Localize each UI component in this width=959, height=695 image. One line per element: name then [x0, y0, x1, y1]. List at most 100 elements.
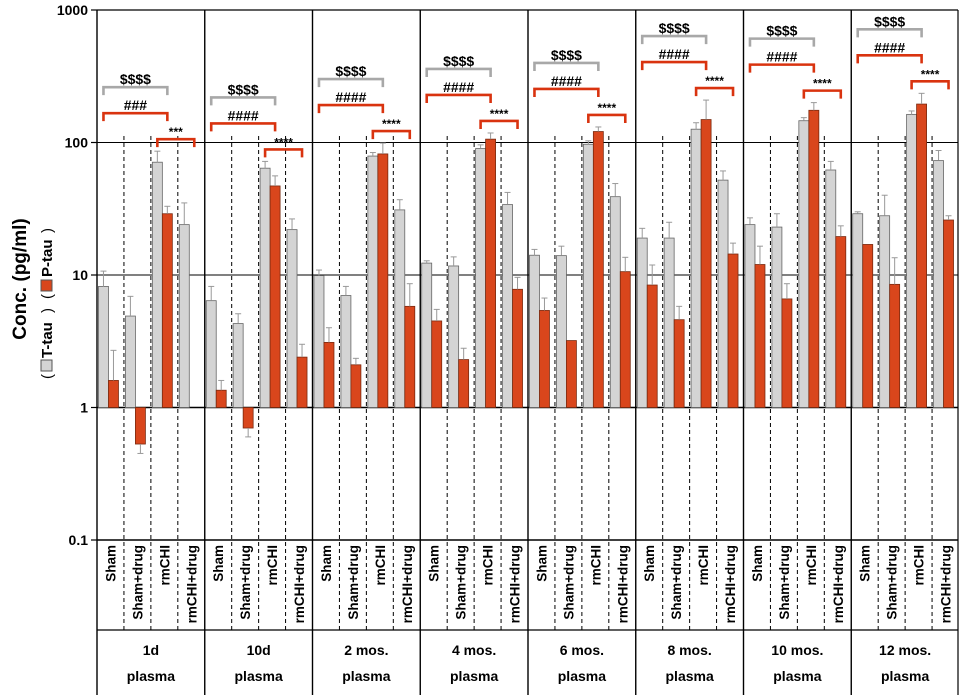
bar-ptau-rmchi: [700, 119, 712, 408]
category-label-sham-drug: Sham+drug: [777, 545, 792, 620]
bar-ptau-sham: [108, 380, 119, 408]
significance-symbol: ####: [874, 39, 905, 55]
legend-swatch-ptau: [40, 279, 53, 292]
group-label-sample: plasma: [558, 668, 606, 684]
group-label-sample: plasma: [235, 668, 283, 684]
category-label-rmchi: rmCHI: [481, 545, 496, 586]
category-label-sham-drug: Sham+drug: [454, 545, 469, 620]
bar-ttau-rmchi-drug: [394, 209, 406, 408]
group-label-sample: plasma: [342, 668, 390, 684]
category-label-rmchi-drug: rmCHI+drug: [615, 545, 630, 623]
bar-ttau-sham: [852, 213, 864, 408]
category-label-sham: Sham: [211, 545, 226, 582]
significance-bracket: [371, 129, 412, 140]
significance-brackets: $$$$ ### *** $$$$ #### **** $$$$ #### **** $$$$ ##…: [102, 13, 950, 158]
bar-ttau-rmchi: [151, 161, 163, 408]
significance-symbol: $$$$: [766, 23, 797, 39]
category-label-sham: Sham: [642, 545, 657, 582]
category-label-rmchi: rmCHI: [157, 545, 172, 586]
significance-symbol: ####: [228, 107, 259, 123]
group-label-sample: plasma: [773, 668, 821, 684]
significance-bracket: [640, 60, 708, 71]
significance-bracket: [317, 103, 385, 114]
bar-ptau-sham: [215, 389, 227, 408]
bar-ptau-sham: [754, 264, 766, 408]
bar-ptau-sham-drug: [781, 298, 793, 408]
group-label-time: 6 mos.: [560, 642, 604, 658]
significance-bracket: [263, 148, 304, 158]
significance-symbol: ****: [921, 67, 940, 81]
significance-symbol: ***: [169, 125, 183, 139]
category-label-rmchi: rmCHI: [265, 545, 280, 586]
category-label-rmchi: rmCHI: [696, 545, 711, 586]
group-label-sample: plasma: [450, 668, 498, 684]
bar-ptau-rmchi: [916, 103, 927, 408]
bar-ptau-rmchi-drug: [296, 356, 308, 408]
significance-bracket: [317, 77, 385, 88]
bar-ttau-sham: [313, 275, 325, 408]
bar-ttau-sham: [205, 300, 217, 408]
significance-symbol: ###: [124, 97, 148, 113]
significance-symbol: $$$$: [120, 71, 151, 87]
significance-bracket: [640, 34, 708, 45]
legend-paren-open: (: [39, 374, 56, 379]
legend-swatch-ttau: [40, 359, 53, 372]
bar-ttau-rmchi-drug: [286, 229, 298, 408]
significance-bracket: [479, 119, 519, 129]
bar-ttau-rmchi: [798, 120, 810, 408]
y-tick-label-1000: 1000: [57, 2, 88, 18]
category-label-sham-drug: Sham+drug: [669, 545, 684, 620]
significance-bracket: [533, 61, 600, 71]
bar-ttau-rmchi: [475, 148, 486, 408]
significance-symbol: $$$$: [874, 13, 905, 29]
bar-ttau-rmchi: [582, 143, 594, 408]
bar-ttau-rmchi: [259, 167, 271, 408]
bar-ptau-sham: [539, 310, 550, 408]
group-label-time: 2 mos.: [344, 642, 388, 658]
bar-ttau-sham: [98, 286, 109, 408]
bars: [98, 92, 954, 454]
category-label-sham-drug: Sham+drug: [130, 545, 145, 620]
significance-bracket: [694, 86, 735, 97]
bar-ttau-sham: [421, 262, 433, 408]
bar-ptau-sham: [431, 320, 443, 408]
group-label-time: 10d: [247, 642, 271, 658]
bar-ttau-rmchi: [367, 155, 379, 408]
significance-bracket: [533, 87, 600, 97]
legend-label-ptau: P-tau: [39, 240, 56, 278]
bar-ttau-sham-drug: [556, 255, 567, 408]
category-label-rmchi-drug: rmCHI+drug: [292, 545, 307, 623]
category-label-rmchi-drug: rmCHI+drug: [508, 545, 523, 623]
significance-bracket: [587, 113, 627, 123]
significance-symbol: ####: [766, 49, 797, 65]
category-label-sham-drug: Sham+drug: [346, 545, 361, 620]
bar-ptau-rmchi-drug: [619, 271, 631, 408]
significance-bracket: [102, 111, 169, 122]
significance-bracket: [425, 67, 492, 77]
category-label-sham: Sham: [534, 545, 549, 582]
legend-paren-close-2: ): [39, 228, 56, 233]
significance-symbol: $$$$: [335, 63, 366, 79]
bar-ptau-rmchi-drug: [943, 219, 954, 408]
category-label-rmchi: rmCHI: [912, 545, 927, 586]
bar-ttau-rmchi-drug: [825, 169, 837, 408]
significance-symbol: ####: [551, 73, 582, 89]
category-label-sham-drug: Sham+drug: [238, 545, 253, 620]
bar-ptau-sham-drug: [566, 340, 577, 408]
bar-ptau-sham-drug: [242, 407, 254, 429]
y-tick-label-1: 1: [80, 400, 88, 416]
category-label-rmchi: rmCHI: [804, 545, 819, 586]
significance-bracket: [910, 80, 950, 90]
legend-label-ttau: T-tau: [39, 322, 56, 358]
category-label-sham: Sham: [750, 545, 765, 582]
bar-ptau-rmchi: [485, 138, 496, 408]
significance-symbol: $$$$: [551, 47, 582, 63]
significance-bracket: [209, 122, 277, 132]
group-label-sample: plasma: [881, 668, 929, 684]
significance-symbol: $$$$: [443, 53, 474, 69]
group-label-sample: plasma: [666, 668, 714, 684]
significance-symbol: ****: [274, 135, 293, 149]
bar-ttau-sham-drug: [879, 215, 891, 408]
significance-bracket: [748, 37, 816, 47]
category-label-rmchi-drug: rmCHI+drug: [400, 545, 415, 623]
